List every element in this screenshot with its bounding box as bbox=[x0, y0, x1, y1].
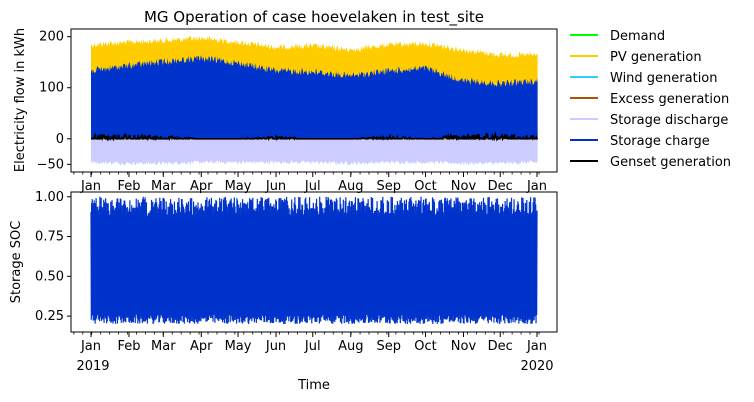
top-xtick-label: Jun bbox=[265, 179, 286, 194]
top-subplot: MG Operation of case hoevelaken in test_… bbox=[13, 8, 558, 194]
bottom-plot-area bbox=[90, 196, 538, 325]
bottom-xtick-label: Sep bbox=[376, 339, 401, 354]
top-ytick-label: −50 bbox=[37, 157, 64, 172]
bottom-ytick-label: 0.75 bbox=[35, 230, 64, 245]
bottom-x-axis-label: Time bbox=[297, 378, 330, 393]
series-storage-soc bbox=[90, 196, 538, 325]
legend: Demand PV generation Wind generation Excess… bbox=[570, 29, 731, 170]
bottom-xtick-label: Jan bbox=[526, 339, 547, 354]
bottom-y-axis-label: Storage SOC bbox=[9, 221, 24, 304]
legend-label: Excess generation bbox=[610, 92, 729, 107]
top-xtick-label: Oct bbox=[414, 179, 436, 194]
bottom-plot-frame bbox=[70, 191, 558, 333]
legend-label: Storage charge bbox=[610, 134, 710, 149]
bottom-xtick-label: Apr bbox=[190, 339, 213, 354]
top-ytick-label: 200 bbox=[39, 30, 64, 45]
top-xtick-label: Nov bbox=[451, 179, 477, 194]
top-plot-area bbox=[91, 36, 539, 166]
bottom-xtick-label: Jun bbox=[265, 339, 286, 354]
top-xtick-label: Jul bbox=[304, 179, 321, 194]
top-ytick-label: 100 bbox=[39, 81, 64, 96]
top-chart-title: MG Operation of case hoevelaken in test_… bbox=[144, 8, 484, 27]
legend-label: Storage discharge bbox=[610, 113, 728, 128]
legend-label: Wind generation bbox=[610, 71, 718, 86]
top-xtick-label: May bbox=[225, 179, 252, 194]
top-xtick-label: Apr bbox=[190, 179, 213, 194]
top-xtick-label: Aug bbox=[338, 179, 363, 194]
legend-label: Demand bbox=[610, 29, 665, 44]
top-xtick-label: Jan bbox=[526, 179, 547, 194]
bottom-y-axis: 1.00 0.75 0.50 0.25 bbox=[35, 190, 71, 324]
top-y-axis-label: Electricity flow in kWh bbox=[13, 28, 28, 172]
bottom-xtick-label: Mar bbox=[151, 339, 176, 354]
bottom-xtick-label: Aug bbox=[338, 339, 363, 354]
series-genset-generation bbox=[91, 131, 539, 142]
bottom-xtick-label: May bbox=[225, 339, 252, 354]
bottom-ytick-label: 0.50 bbox=[35, 269, 64, 284]
bottom-xtick-label: Oct bbox=[414, 339, 436, 354]
top-xtick-label: Dec bbox=[488, 179, 513, 194]
legend-label: Genset generation bbox=[610, 155, 731, 170]
legend-label: PV generation bbox=[610, 50, 702, 65]
top-xtick-label: Jan bbox=[80, 179, 101, 194]
bottom-x-axis: Jan Feb Mar Apr May Jun Jul Aug Sep Oct Nov Dec Jan bbox=[73, 332, 547, 354]
series-storage-charge bbox=[91, 54, 538, 139]
top-xtick-label: Feb bbox=[117, 179, 140, 194]
bottom-ytick-label: 1.00 bbox=[35, 190, 64, 205]
top-plot-frame bbox=[70, 28, 558, 173]
top-y-axis: 200 100 0 −50 bbox=[37, 30, 71, 172]
top-x-axis: Jan Feb Mar Apr May Jun Jul Aug Sep Oct Nov Dec Jan bbox=[73, 172, 547, 194]
top-ytick-label: 0 bbox=[56, 132, 64, 147]
bottom-subplot: 1.00 0.75 0.50 0.25 Jan Feb Mar Apr May Jun Jul Au… bbox=[9, 190, 558, 393]
bottom-year-label-end: 2020 bbox=[520, 359, 553, 374]
series-storage-discharge bbox=[91, 138, 538, 166]
top-xtick-label: Sep bbox=[376, 179, 401, 194]
bottom-xtick-label: Feb bbox=[117, 339, 140, 354]
bottom-xtick-label: Jul bbox=[304, 339, 321, 354]
bottom-xtick-label: Nov bbox=[451, 339, 477, 354]
bottom-ytick-label: 0.25 bbox=[35, 309, 64, 324]
bottom-xtick-label: Jan bbox=[80, 339, 101, 354]
bottom-year-label-start: 2019 bbox=[76, 359, 109, 374]
bottom-xtick-label: Dec bbox=[488, 339, 513, 354]
top-xtick-label: Mar bbox=[151, 179, 176, 194]
